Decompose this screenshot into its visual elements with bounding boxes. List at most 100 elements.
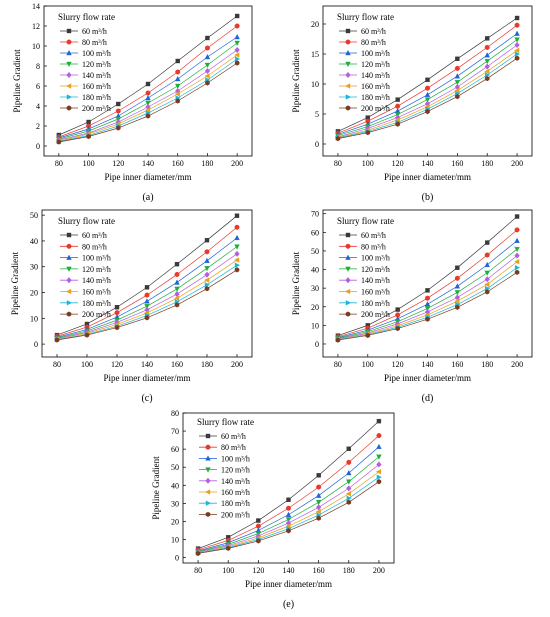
series-point (174, 83, 181, 90)
legend-title: Slurry flow rate (58, 216, 115, 226)
series-point (145, 100, 151, 107)
series-point (204, 45, 210, 51)
series-point (234, 46, 240, 54)
legend-swatch-marker (345, 311, 351, 317)
legend-entry: 120 m³/h (82, 60, 111, 69)
series-point (514, 37, 520, 43)
y-tick-label: 60 (311, 228, 319, 237)
legend-swatch-marker (66, 49, 72, 56)
y-axis-title: Pipeline Gradient (151, 456, 161, 520)
y-tick-label: 30 (311, 284, 319, 293)
x-tick-label: 140 (142, 159, 154, 168)
series-point (394, 107, 401, 114)
y-tick-label: 30 (171, 499, 179, 508)
legend-swatch-marker (66, 71, 72, 79)
legend-swatch-marker (66, 94, 73, 100)
legend-swatch-marker (66, 300, 73, 306)
series-point (425, 77, 430, 83)
series-point (86, 119, 91, 125)
legend-swatch-marker (66, 61, 72, 68)
x-tick-label: 200 (373, 566, 385, 575)
x-tick-label: 160 (451, 159, 463, 168)
series-point (376, 474, 382, 480)
series-point (514, 214, 520, 219)
legend-entry: 100 m³/h (82, 49, 111, 58)
legend-swatch-marker (205, 511, 211, 518)
legend-swatch-marker (345, 28, 351, 34)
series-point (286, 497, 291, 502)
series-point (174, 302, 180, 308)
series-point (285, 511, 292, 517)
legend-entry: 100 m³/h (361, 49, 390, 58)
y-tick-label: 40 (30, 237, 38, 246)
legend-entry: 120 m³/h (82, 265, 111, 274)
x-tick-label: 140 (283, 566, 295, 575)
series-point (145, 90, 151, 96)
legend-swatch-marker (345, 232, 351, 238)
series-point (234, 267, 240, 273)
y-tick-label: 70 (171, 427, 179, 436)
legend-entry: 80 m³/h (361, 242, 386, 251)
legend-entry: 180 m³/h (361, 93, 390, 102)
y-tick-label: 20 (171, 517, 179, 526)
series-point (514, 269, 520, 275)
legend-swatch-marker (345, 71, 351, 79)
series-point (395, 97, 400, 102)
legend-entry: 160 m³/h (221, 488, 250, 497)
series-point (454, 283, 461, 289)
legend-swatch-marker (66, 243, 72, 249)
series-point (315, 500, 322, 506)
y-tick-label: 10 (171, 536, 179, 545)
y-tick-label: 50 (30, 211, 38, 220)
series-point (514, 47, 520, 54)
series-point (204, 53, 211, 60)
series-point (174, 91, 180, 97)
legend-entry: 100 m³/h (361, 254, 390, 263)
series-point (376, 443, 382, 449)
series-point (144, 107, 151, 113)
legend-entry: 120 m³/h (361, 60, 390, 69)
series-point (424, 91, 431, 98)
series-point (454, 65, 460, 71)
legend-entry: 160 m³/h (82, 288, 111, 297)
series-point (234, 23, 240, 29)
y-tick-label: 4 (36, 102, 40, 111)
series-point (425, 108, 430, 115)
legend-entry: 140 m³/h (82, 71, 111, 80)
legend-swatch-marker (345, 61, 351, 68)
series-point (316, 473, 321, 478)
series-point (286, 528, 291, 534)
series-point (376, 461, 382, 468)
series-point (365, 129, 371, 136)
series-point (204, 237, 210, 243)
series-point (175, 98, 180, 104)
legend-swatch-marker (205, 455, 211, 461)
chart-panel-a: 80 100 120 140 160 180 200 0 2 4 6 8 10 12 14 Pipe inne… (12, 2, 253, 203)
series-point (425, 85, 431, 91)
series-point (455, 93, 460, 100)
y-tick-label: 0 (315, 140, 319, 149)
x-axis-title: Pipe inner diameter/mm (384, 172, 471, 182)
x-axis-title: Pipe inner diameter/mm (105, 172, 192, 182)
series-point (484, 270, 490, 276)
legend-swatch-marker (345, 105, 351, 111)
legend-swatch-marker (205, 467, 211, 473)
series-point (514, 246, 520, 253)
legend-swatch-marker (205, 500, 212, 506)
series-point (233, 257, 240, 263)
series-point (395, 103, 401, 109)
x-tick-label: 100 (362, 159, 374, 168)
x-tick-label: 180 (201, 360, 213, 369)
panel-label: (e) (283, 599, 294, 610)
series-point (174, 261, 180, 267)
legend-swatch-marker (345, 94, 352, 100)
x-tick-label: 80 (55, 159, 63, 168)
legend-entry: 200 m³/h (221, 510, 250, 519)
series-point (225, 545, 231, 551)
y-tick-label: 15 (311, 50, 319, 59)
series-point (484, 281, 490, 288)
panel-label: (c) (141, 393, 152, 404)
series-point (144, 292, 150, 298)
legend-entry: 180 m³/h (221, 499, 250, 508)
series-point (346, 469, 352, 476)
